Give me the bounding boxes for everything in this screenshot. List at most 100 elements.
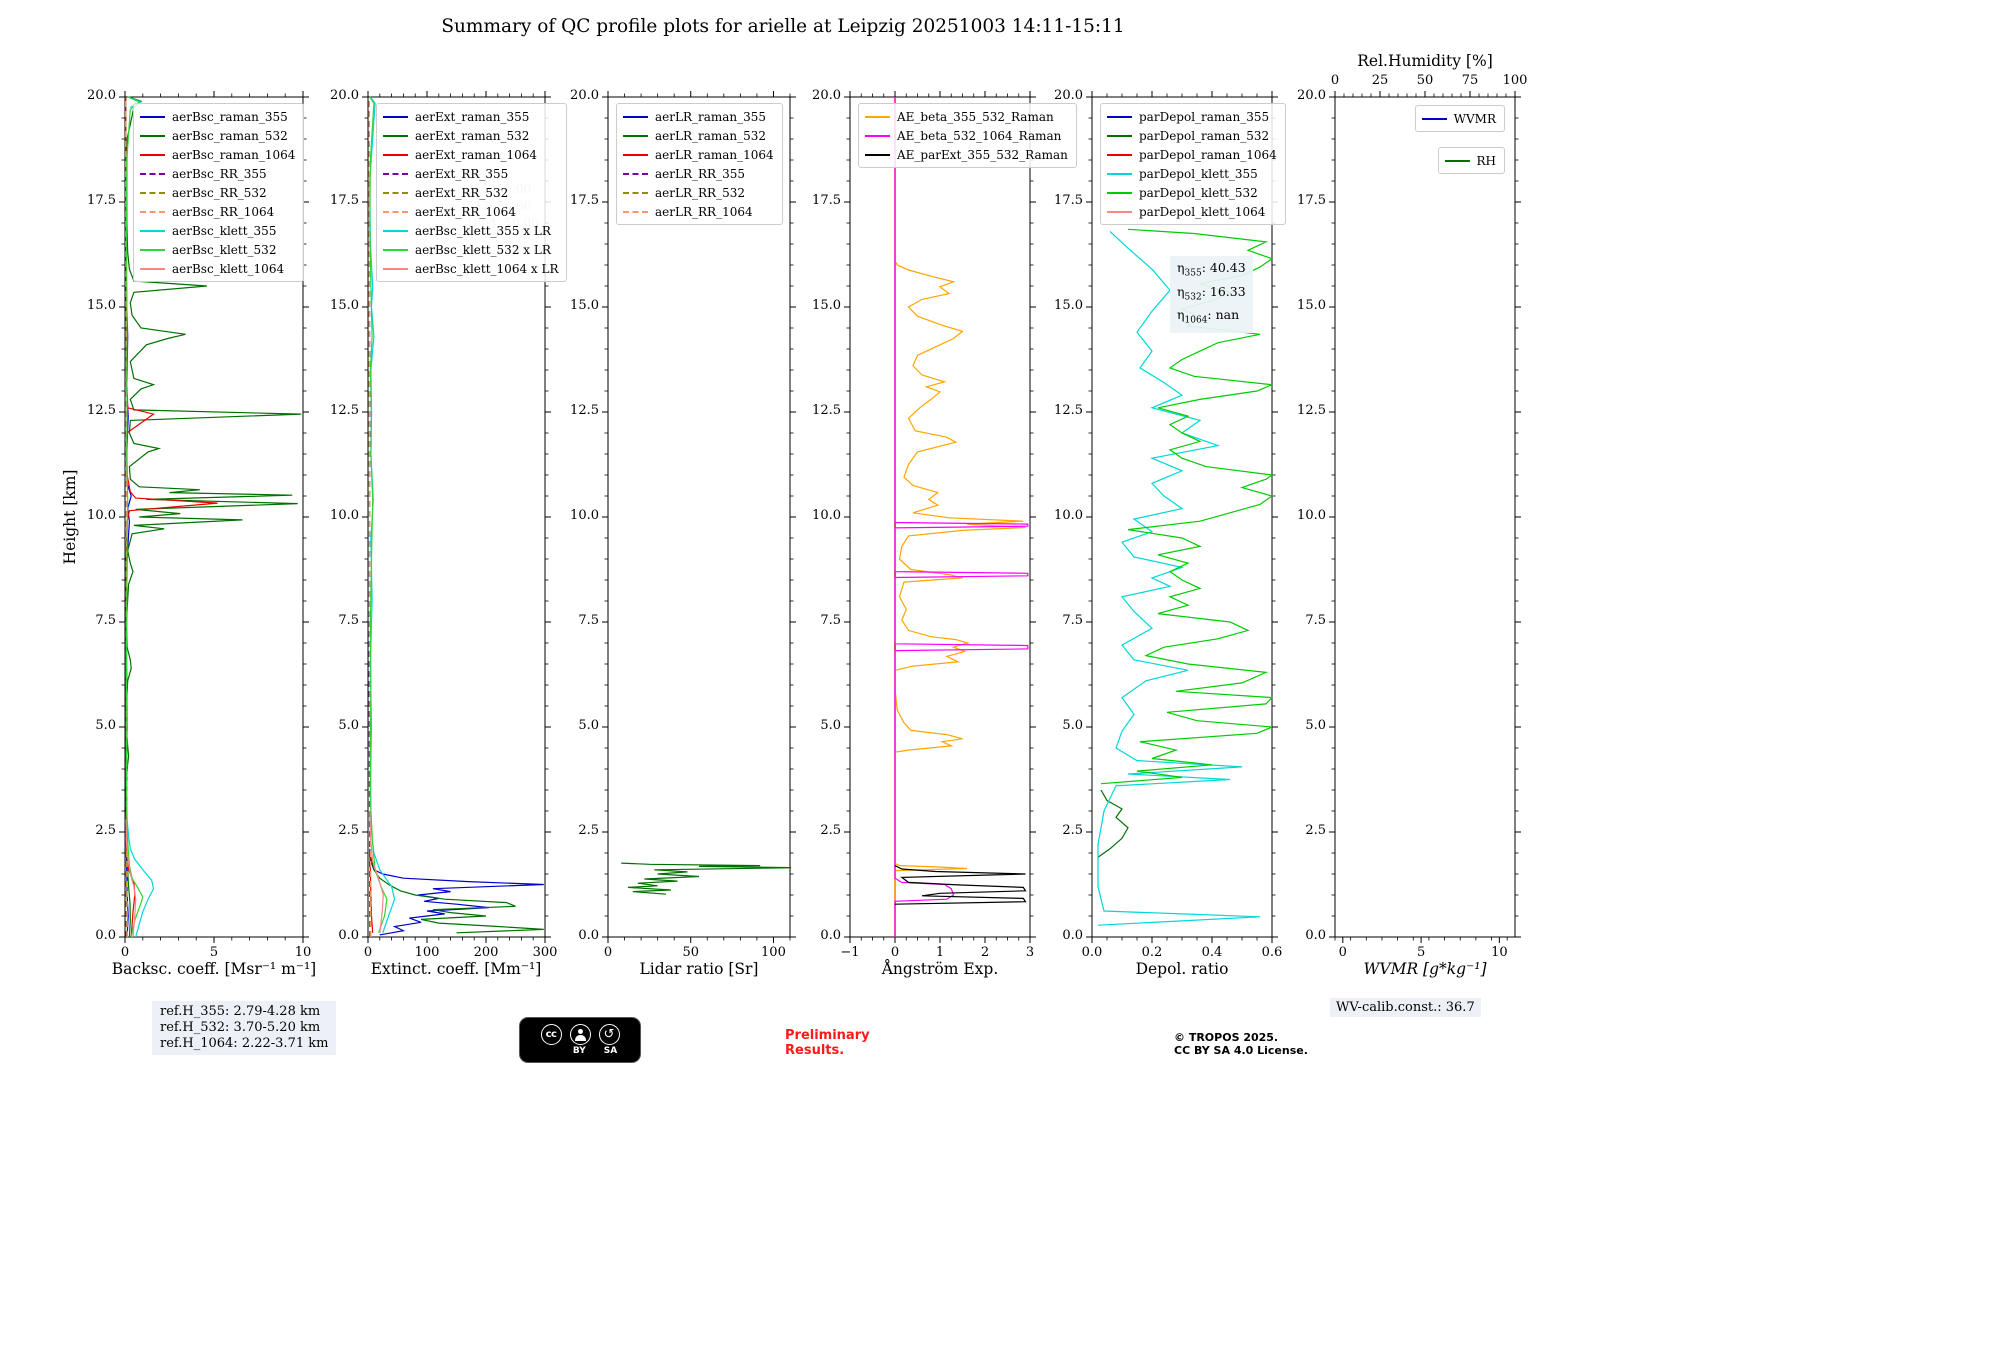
legend-entry: aerBsc_raman_532 — [140, 126, 295, 145]
legend-label: parDepol_klett_1064 — [1139, 204, 1266, 219]
y-tick-label: 10.0 — [1054, 508, 1083, 523]
legend-line-sample — [383, 134, 408, 137]
ref-height-355: ref.H_355: 2.79-4.28 km — [160, 1004, 321, 1019]
legend-entry: parDepol_raman_355 — [1107, 107, 1277, 126]
legend-line-sample — [865, 153, 890, 156]
legend-label: aerBsc_klett_1064 — [172, 261, 285, 276]
x-axis-label-wvmr: WVMR [g*kg⁻¹] — [1363, 960, 1487, 978]
y-tick-label: 0.0 — [338, 928, 359, 943]
legend-label: aerBsc_RR_532 — [172, 185, 267, 200]
legend-entry: RH — [1444, 151, 1497, 170]
legend-label: parDepol_raman_1064 — [1139, 147, 1277, 162]
y-tick-label: 17.5 — [1297, 193, 1326, 208]
legend-label: aerExt_RR_355 — [415, 166, 509, 181]
legend-line-sample — [140, 134, 165, 137]
legend-line-sample — [383, 153, 408, 156]
y-tick-label: 7.5 — [578, 613, 599, 628]
legend-line-sample — [383, 172, 408, 175]
cc-license-badge: cc ↺ BY SA — [519, 1017, 641, 1063]
legend: aerBsc_raman_355 aerBsc_raman_532 aerBsc_r… — [133, 103, 305, 282]
legend-entry: aerBsc_RR_532 — [140, 183, 295, 202]
y-tick-label: 5.0 — [95, 718, 116, 733]
legend-line-sample — [1444, 159, 1470, 162]
y-tick-label: 2.5 — [820, 823, 841, 838]
y-tick-label: 17.5 — [1054, 193, 1083, 208]
legend-label: AE_beta_355_532_Raman — [897, 109, 1054, 124]
legend-label: aerBsc_klett_532 x LR — [415, 242, 551, 257]
legend-line-sample — [383, 210, 408, 213]
legend-entry: aerBsc_RR_1064 — [140, 202, 295, 221]
cc-sa-label: SA — [603, 1046, 618, 1056]
legend-label: AE_beta_532_1064_Raman — [897, 128, 1062, 143]
y-tick-label: 10.0 — [812, 508, 841, 523]
y-tick-label: 0.0 — [578, 928, 599, 943]
legend-entry: aerBsc_raman_1064 — [140, 145, 295, 164]
legend-entry: parDepol_klett_1064 — [1107, 202, 1277, 221]
legend-line-sample — [140, 210, 165, 213]
legend-line-sample — [1107, 115, 1132, 118]
y-tick-label: 17.5 — [570, 193, 599, 208]
legend-entry: AE_beta_532_1064_Raman — [865, 126, 1068, 145]
legend-label: aerBsc_klett_532 — [172, 242, 277, 257]
x-tick-label: 2 — [980, 945, 990, 960]
legend-label: aerLR_raman_532 — [655, 128, 767, 143]
legend-label: RH — [1476, 153, 1497, 168]
copyright-note: © TROPOS 2025. CC BY SA 4.0 License. — [1174, 1031, 1308, 1057]
legend-entry: aerExt_RR_532 — [383, 183, 558, 202]
x-tick-label: 1 — [935, 945, 945, 960]
y-tick-label: 5.0 — [1062, 718, 1083, 733]
x-axis-label-extinction: Extinct. coeff. [Mm⁻¹] — [370, 960, 542, 978]
y-tick-label: 17.5 — [87, 193, 116, 208]
y-tick-label: 5.0 — [820, 718, 841, 733]
y-tick-label: 12.5 — [812, 403, 841, 418]
legend-line-sample — [623, 191, 648, 194]
ref-height-1064: ref.H_1064: 2.22-3.71 km — [160, 1036, 329, 1051]
figure-title: Summary of QC profile plots for arielle … — [441, 16, 1125, 37]
legend-entry: aerLR_RR_1064 — [623, 202, 774, 221]
legend-label: aerBsc_RR_1064 — [172, 204, 275, 219]
legend-entry: aerBsc_klett_532 x LR — [383, 240, 558, 259]
cc-icon: cc — [540, 1024, 562, 1045]
legend-label: aerLR_raman_355 — [655, 109, 767, 124]
y-tick-label: 20.0 — [330, 88, 359, 103]
y-tick-label: 5.0 — [338, 718, 359, 733]
reference-height-annotation: ref.H_355: 2.79-4.28 km ref.H_532: 3.70-… — [152, 1001, 337, 1055]
legend-line-sample — [140, 191, 165, 194]
legend: aerLR_raman_355 aerLR_raman_532 aerLR_rama… — [616, 103, 783, 225]
legend-label: WVMR — [1453, 111, 1496, 126]
top-x-tick-label: 50 — [1416, 73, 1434, 88]
x-axis-label-lidar-ratio: Lidar ratio [Sr] — [639, 960, 759, 978]
legend-entry: aerExt_RR_355 — [383, 164, 558, 183]
y-tick-label: 10.0 — [330, 508, 359, 523]
legend-label: aerExt_raman_532 — [415, 128, 530, 143]
y-tick-label: 20.0 — [570, 88, 599, 103]
legend-label: parDepol_raman_532 — [1139, 128, 1270, 143]
legend-line-sample — [623, 172, 648, 175]
y-tick-label: 20.0 — [87, 88, 116, 103]
legend-entry: AE_beta_355_532_Raman — [865, 107, 1068, 126]
y-tick-label: 12.5 — [1054, 403, 1083, 418]
legend-entry: aerExt_raman_1064 — [383, 145, 558, 164]
legend-label: AE_parExt_355_532_Raman — [897, 147, 1068, 162]
y-tick-label: 15.0 — [1297, 298, 1326, 313]
legend: aerExt_raman_355 aerExt_raman_532 aerExt_r… — [376, 103, 568, 282]
legend-entry: aerLR_raman_1064 — [623, 145, 774, 164]
x-tick-label: 50 — [682, 945, 699, 960]
legend-entry: WVMR — [1421, 109, 1496, 128]
legend-entry: parDepol_klett_355 — [1107, 164, 1277, 183]
y-tick-label: 15.0 — [87, 298, 116, 313]
y-tick-label: 12.5 — [330, 403, 359, 418]
eta-1064: η1064: nan — [1177, 307, 1240, 326]
x-tick-label: 100 — [414, 945, 440, 960]
y-tick-label: 15.0 — [1054, 298, 1083, 313]
legend-entry: aerExt_RR_1064 — [383, 202, 558, 221]
legend: AE_beta_355_532_Raman AE_beta_532_1064_Ra… — [858, 103, 1077, 168]
legend-label: aerBsc_raman_532 — [172, 128, 288, 143]
top-x-tick-label: 25 — [1371, 73, 1389, 88]
legend-line-sample — [140, 248, 165, 251]
y-tick-label: 7.5 — [1062, 613, 1083, 628]
legend-label: aerExt_RR_1064 — [415, 204, 516, 219]
legend-label: parDepol_raman_355 — [1139, 109, 1270, 124]
x-tick-label: 10 — [294, 945, 312, 960]
